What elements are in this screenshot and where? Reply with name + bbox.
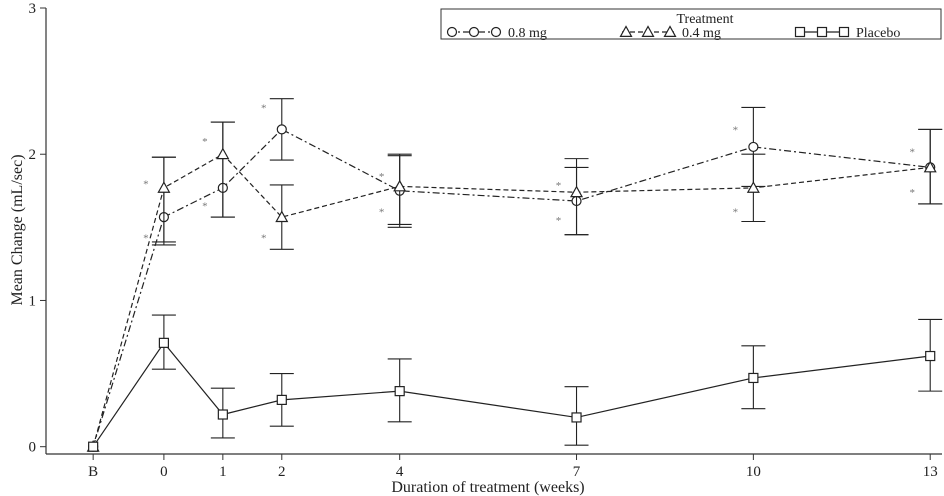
legend-items: 0.8 mg 0.4 mg Placebo bbox=[446, 25, 900, 41]
legend-marker bbox=[468, 26, 480, 38]
legend-item: 0.8 mg bbox=[446, 26, 547, 41]
x-tick-label: 10 bbox=[746, 464, 761, 480]
significance-annotations: * * * * * * * * * * * * * * bbox=[143, 102, 915, 244]
significance-mark: * bbox=[733, 206, 739, 218]
legend-label: Placebo bbox=[856, 26, 900, 41]
significance-mark: * bbox=[202, 136, 208, 148]
data-point bbox=[571, 412, 582, 423]
legend-marker bbox=[619, 25, 633, 38]
series-circle bbox=[88, 98, 943, 452]
data-point bbox=[276, 394, 287, 405]
significance-mark: * bbox=[143, 233, 149, 245]
x-tick-label: 13 bbox=[923, 464, 938, 480]
x-tick-label: B bbox=[88, 464, 98, 480]
data-point bbox=[394, 386, 405, 397]
series-line bbox=[92, 128, 931, 447]
legend-label: 0.4 mg bbox=[682, 26, 721, 41]
legend-label: 0.8 mg bbox=[508, 26, 547, 41]
legend-title: Treatment bbox=[676, 12, 733, 27]
significance-mark: * bbox=[261, 233, 267, 245]
significance-mark: * bbox=[733, 124, 739, 136]
x-tick-label: 0 bbox=[160, 464, 168, 480]
y-axis-ticks: 0 1 2 3 bbox=[29, 1, 46, 456]
series-triangle bbox=[86, 121, 943, 452]
data-point bbox=[217, 409, 228, 420]
data-point bbox=[158, 337, 169, 348]
data-point bbox=[925, 350, 936, 362]
y-axis-title: Mean Change (mL/sec) bbox=[9, 154, 26, 305]
data-point bbox=[276, 124, 287, 135]
series-square bbox=[88, 314, 943, 452]
legend-marker bbox=[490, 26, 502, 38]
x-axis-title: Duration of treatment (weeks) bbox=[391, 479, 584, 496]
significance-mark: * bbox=[909, 146, 915, 158]
data-point bbox=[393, 179, 407, 192]
series-line bbox=[92, 153, 931, 447]
data-point bbox=[88, 441, 99, 452]
legend-item: 0.4 mg bbox=[619, 25, 721, 41]
legend-marker bbox=[838, 26, 850, 38]
data-point bbox=[216, 147, 230, 160]
legend-box bbox=[440, 8, 942, 40]
y-tick-label: 1 bbox=[29, 293, 37, 309]
data-point bbox=[748, 141, 759, 153]
data-point bbox=[923, 160, 937, 173]
data-point bbox=[746, 181, 760, 193]
x-tick-label: 7 bbox=[573, 464, 581, 480]
legend-marker bbox=[816, 26, 828, 38]
significance-mark: * bbox=[556, 180, 562, 192]
x-axis-ticks: B 0 1 2 4 7 10 13 bbox=[88, 454, 938, 480]
legend-item: Placebo bbox=[794, 26, 900, 41]
x-tick-label: 2 bbox=[278, 464, 286, 480]
plot-frame bbox=[46, 8, 942, 454]
y-tick-label: 2 bbox=[29, 147, 37, 163]
legend-marker bbox=[641, 25, 655, 38]
significance-mark: * bbox=[202, 200, 208, 212]
legend: Treatment 0.8 mg 0.4 mg Placebo bbox=[440, 8, 942, 41]
significance-mark: * bbox=[556, 215, 562, 227]
series-layer bbox=[86, 98, 943, 452]
significance-mark: * bbox=[909, 187, 915, 199]
significance-mark: * bbox=[379, 171, 385, 183]
x-tick-label: 1 bbox=[219, 464, 227, 480]
legend-marker bbox=[663, 25, 677, 38]
data-point bbox=[570, 185, 584, 198]
y-tick-label: 0 bbox=[29, 440, 37, 456]
significance-mark: * bbox=[261, 102, 267, 114]
series-line bbox=[92, 341, 931, 448]
data-point bbox=[157, 181, 171, 193]
significance-mark: * bbox=[379, 206, 385, 218]
legend-marker bbox=[794, 26, 806, 38]
x-tick-label: 4 bbox=[396, 464, 404, 480]
legend-marker bbox=[446, 26, 458, 38]
data-point bbox=[275, 210, 289, 223]
significance-mark: * bbox=[143, 178, 149, 190]
data-point bbox=[748, 372, 759, 384]
y-tick-label: 3 bbox=[29, 1, 37, 17]
